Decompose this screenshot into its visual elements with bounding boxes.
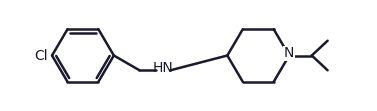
- Text: N: N: [284, 46, 294, 60]
- Text: HN: HN: [152, 61, 173, 75]
- Text: Cl: Cl: [34, 49, 48, 62]
